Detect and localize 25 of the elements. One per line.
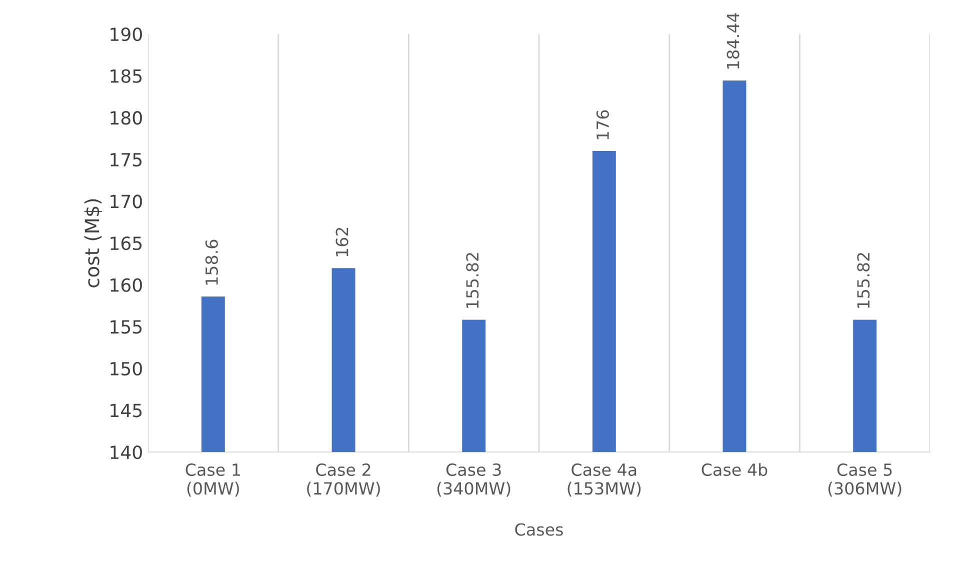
x-tick-label: Case 4a (153MW) (568, 463, 641, 497)
data-label: 184.44 (726, 13, 740, 69)
y-axis-title: cost (M$) (84, 199, 102, 288)
x-tick-label: Case 3 (340MW) (437, 463, 510, 497)
x-tick-label: Case 2 (170MW) (307, 463, 380, 497)
y-tick-label: 145 (110, 404, 142, 418)
x-tick-label: Case 1 (0MW) (186, 463, 240, 497)
y-tick-label: 180 (110, 111, 142, 125)
y-tick-label: 175 (110, 153, 142, 167)
y-tick-label: 165 (110, 236, 142, 250)
data-label: 155.82 (466, 253, 479, 308)
y-tick-label: 140 (110, 445, 142, 460)
y-tick-label: 190 (110, 27, 142, 42)
y-tick-label: 185 (110, 69, 142, 83)
data-label: 176 (596, 110, 610, 140)
x-tick-label: Case 5 (306MW) (828, 463, 902, 497)
y-tick-label: 155 (110, 320, 142, 334)
y-tick-label: 150 (110, 362, 142, 376)
x-axis-title: Cases (515, 523, 563, 536)
y-tick-label: 170 (110, 194, 142, 208)
x-tick-label: Case 4b (702, 463, 768, 476)
data-label: 162 (336, 228, 348, 256)
data-label: 155.82 (857, 253, 870, 308)
y-tick-label: 160 (110, 278, 142, 292)
data-label: 158.6 (205, 240, 218, 285)
